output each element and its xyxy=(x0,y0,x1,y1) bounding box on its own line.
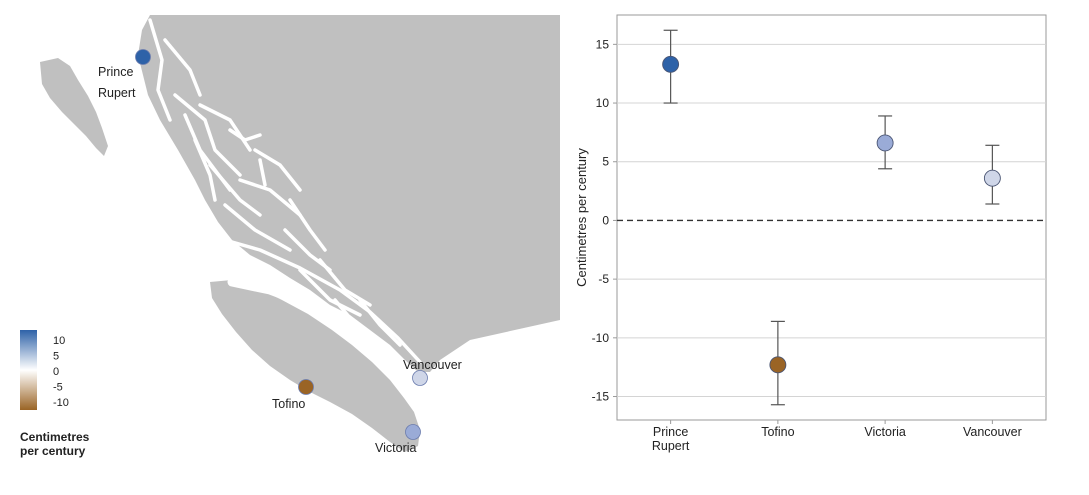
x-tick-label: Victoria xyxy=(864,425,906,439)
city-label-1-0: Tofino xyxy=(272,397,305,411)
land-shapes xyxy=(40,15,560,452)
legend-tick-label: 5 xyxy=(53,351,59,363)
data-point xyxy=(662,55,680,73)
city-label-2-0: Vancouver xyxy=(403,358,462,372)
y-tick-label: -10 xyxy=(592,331,610,345)
legend-tick-label: -10 xyxy=(53,397,69,409)
color-legend: 10 5 0 -5 -10 xyxy=(20,330,69,410)
x-tick-label: Prince xyxy=(653,425,688,439)
city-marker-3 xyxy=(405,424,421,440)
city-marker-2 xyxy=(412,370,428,386)
x-tick-label: Rupert xyxy=(652,439,690,453)
strait-of-georgia xyxy=(227,277,417,390)
vancouver-island-shape xyxy=(210,280,420,452)
inlet-16 xyxy=(228,128,262,142)
y-tick-label: -5 xyxy=(598,272,609,286)
y-tick-label: 10 xyxy=(596,96,610,110)
mainland-shape xyxy=(138,15,560,372)
inlet-17 xyxy=(193,138,217,202)
y-axis-label: Centimetres per century xyxy=(574,148,589,287)
city-label-3-0: Victoria xyxy=(375,441,417,455)
inlet-0 xyxy=(148,18,172,122)
inlet-15 xyxy=(258,158,267,187)
inlet-8 xyxy=(253,148,302,192)
city-marker-1 xyxy=(298,379,314,395)
y-tick-label: -15 xyxy=(592,390,610,404)
inlet-1 xyxy=(163,38,202,97)
y-tick-label: 15 xyxy=(596,37,610,51)
x-tick-label: Vancouver xyxy=(963,425,1022,439)
haida-gwaii-shape xyxy=(40,58,108,156)
legend-tick-label: 0 xyxy=(53,366,59,378)
data-point xyxy=(983,169,1001,187)
city-label-0-0: Prince xyxy=(98,65,133,79)
plot-frame xyxy=(616,14,1047,421)
trend-chart: -15 -10 -5 0 5 10 15 Centimetres per century Pri… xyxy=(574,14,1047,453)
coastline-map: Prince Rupert Tofino Vancouver Victoria 10 5 0… xyxy=(20,15,560,455)
inlet-2 xyxy=(173,93,242,177)
legend-title-line-1: Centimetres xyxy=(20,430,90,444)
legend-tick-label: -5 xyxy=(53,382,63,394)
legend-title-line-2: per century xyxy=(20,444,86,458)
x-tick-label: Tofino xyxy=(761,425,794,439)
coastal-inlets xyxy=(148,18,422,390)
data-point xyxy=(769,356,787,374)
y-tick-label: 5 xyxy=(602,155,609,169)
inlet-5 xyxy=(208,163,262,217)
data-point xyxy=(876,134,894,152)
chart-panel: -15 -10 -5 0 5 10 15 Centimetres per century Pri… xyxy=(560,0,1089,490)
city-markers: Prince Rupert Tofino Vancouver Victoria xyxy=(98,49,462,455)
map-panel: Prince Rupert Tofino Vancouver Victoria 10 5 0… xyxy=(20,15,560,458)
inlet-6 xyxy=(223,203,292,252)
inlet-18 xyxy=(288,198,327,252)
city-label-0-1: Rupert xyxy=(98,86,136,100)
inlet-7 xyxy=(238,178,302,217)
inlet-10 xyxy=(298,268,362,317)
legend-title: Centimetres per century xyxy=(20,430,140,458)
city-marker-0 xyxy=(135,49,151,65)
legend-color-bar xyxy=(20,330,37,410)
inlet-14 xyxy=(223,238,422,364)
legend-tick-label: 10 xyxy=(53,335,65,347)
y-tick-label: 0 xyxy=(602,213,609,227)
